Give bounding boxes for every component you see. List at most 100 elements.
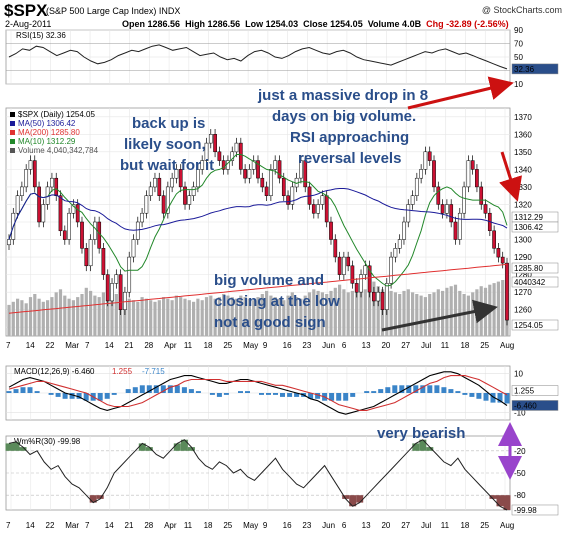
candle-down (277, 160, 282, 179)
candle-up (320, 195, 325, 205)
candle-up (131, 239, 136, 258)
legend-swatch (10, 112, 15, 117)
candle-up (466, 160, 471, 188)
wmr-oversold-fill (489, 495, 497, 499)
macd-hist-bar (97, 393, 103, 401)
x-tick-label-bottom: 25 (223, 521, 232, 530)
wmr-overbought-fill (5, 443, 13, 451)
volume-bar (63, 295, 67, 336)
macd-hist-bar (483, 393, 489, 401)
rsi-y-tick: 70 (514, 40, 523, 49)
candle-up (342, 256, 346, 275)
candle-up (7, 239, 11, 246)
macd-y-tick: -10 (514, 408, 526, 417)
x-tick-label: 13 (362, 341, 371, 350)
legend-swatch (10, 139, 15, 144)
price-y-tick: 1350 (514, 148, 532, 157)
candle-up (393, 248, 398, 258)
macd-hist-bar (245, 391, 250, 393)
candle-up (290, 186, 295, 205)
macd-hist-bar (167, 385, 173, 393)
candle-up (397, 239, 402, 249)
macd-hist-bar (146, 385, 152, 393)
x-tick-label: 14 (26, 341, 35, 350)
macd-hist-bar (139, 385, 145, 393)
volume-bar (174, 295, 178, 336)
wmr-oversold-fill (496, 495, 504, 507)
volume-bar (492, 283, 496, 336)
volume-bar (28, 297, 33, 336)
volume-bar (131, 300, 136, 336)
candle-up (200, 160, 205, 170)
annotation-massive-drop-3: RSI approaching (290, 129, 409, 146)
x-tick-label: May (243, 341, 258, 350)
credit: @ StockCharts.com (481, 5, 562, 15)
price-right-label-box (511, 276, 559, 288)
macd-hist-bar (497, 393, 503, 403)
price-y-tick: 1260 (514, 306, 532, 315)
volume-bar (84, 287, 88, 336)
macd-hist-bar (62, 393, 68, 399)
x-tick-label: Aug (500, 341, 514, 350)
macd-hist-bar (371, 391, 377, 393)
macd-hist-bar (259, 393, 264, 395)
volume-bar (123, 295, 127, 336)
macd-hist-bar (20, 387, 26, 393)
candle-down (58, 195, 63, 232)
candle-up (50, 177, 54, 188)
macd-signal-label: 1.255 (514, 387, 535, 396)
candle-up (67, 212, 71, 240)
volume-bar (415, 294, 419, 336)
volume-bar (282, 300, 286, 336)
annotation-bearish: very bearish (377, 425, 465, 442)
wmr-oversold-fill (349, 495, 357, 507)
index-name: (S&P 500 Large Cap Index) (46, 6, 157, 16)
volume-bar (209, 295, 213, 336)
volume-bar (41, 301, 45, 336)
volume-bar (256, 297, 260, 336)
wmr-overbought-fill (145, 447, 153, 451)
candle-down (354, 283, 359, 293)
candle-down (372, 291, 376, 302)
x-tick-label: 22 (46, 341, 55, 350)
price-legend-item: Volume 4,040,342,784 (18, 146, 99, 155)
wmr-line (8, 439, 508, 511)
candle-up (204, 142, 209, 161)
candle-down (367, 265, 372, 293)
x-tick-label: 27 (401, 341, 410, 350)
x-tick-label: 25 (223, 341, 232, 350)
macd-hist-bar (336, 393, 342, 401)
candle-down (453, 221, 458, 240)
volume-bar (329, 290, 333, 336)
volume-bar (295, 297, 299, 336)
volume-bar (372, 281, 376, 336)
x-tick-label-bottom: 14 (26, 521, 35, 530)
ma200-line (8, 263, 508, 314)
volume-bar (127, 298, 131, 336)
macd-hist-bar (273, 393, 278, 395)
price-legend-item: MA(50) 1306.42 (18, 119, 76, 128)
candle-down (213, 134, 217, 153)
volume-bar (144, 298, 148, 336)
wmr-overbought-fill (419, 439, 427, 451)
macd-hist-bar (315, 393, 321, 399)
volume-bar (290, 292, 294, 336)
x-tick-label: 28 (144, 341, 153, 350)
macd-legend: MACD(12,26,9) -6.460 (14, 367, 95, 376)
candle-down (324, 195, 329, 223)
macd-hist-bar (308, 393, 314, 399)
candle-up (406, 204, 411, 223)
volume-bar (333, 287, 337, 336)
x-tick-label: Jun (322, 341, 335, 350)
price-y-tick: 1320 (514, 200, 532, 209)
macd-hist-bar (350, 393, 356, 397)
wmr-y-tick: -50 (514, 469, 526, 478)
quote-high: High 1286.56 (185, 19, 241, 29)
candle-up (359, 274, 363, 293)
legend-swatch (10, 148, 15, 153)
price-right-label-box (511, 262, 559, 274)
macd-line (8, 371, 508, 415)
arrow-to-rsi (407, 76, 514, 110)
candle-up (174, 169, 179, 179)
price-right-label: 4040342 (514, 278, 546, 287)
